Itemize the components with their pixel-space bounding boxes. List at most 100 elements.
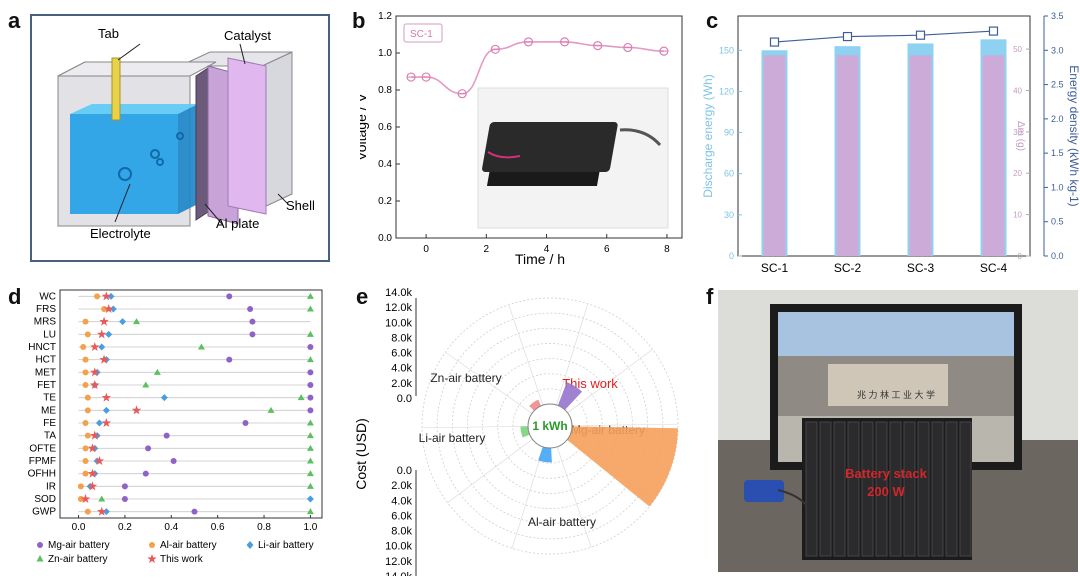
e-tick-bottom: 4.0k	[391, 495, 412, 507]
d-point-this-work	[80, 494, 91, 504]
d-point-zn	[98, 495, 106, 502]
d-point-zn	[306, 419, 314, 426]
d-point-li	[105, 330, 113, 338]
d-point-al	[77, 483, 84, 490]
c-ylabel-middle: Δm (g)	[1015, 121, 1026, 151]
e-center-label: 1 kWh	[532, 419, 567, 433]
catalyst-label: Catalyst	[224, 28, 271, 43]
d-point-al	[82, 382, 89, 388]
e-slice	[520, 426, 530, 438]
b-ytick-label: 1.2	[378, 11, 392, 22]
e-grid-spoke	[422, 425, 529, 429]
d-xtick-label: 0.2	[118, 522, 132, 533]
d-point-li	[160, 394, 168, 402]
d-point-this-work	[96, 506, 107, 516]
d-point-al	[82, 356, 89, 363]
e-slice-label: Zn-air battery	[430, 371, 501, 385]
d-point-mg	[247, 306, 254, 312]
c-bar-dm	[909, 55, 932, 256]
e-tick-top: 10.0k	[385, 317, 412, 329]
d-category-label: GWP	[32, 507, 56, 518]
d-point-al	[82, 470, 89, 477]
d-category-label: SOD	[34, 494, 56, 505]
e-grid-spoke	[508, 304, 544, 406]
d-category-label: HNCT	[28, 342, 56, 353]
d-point-li	[95, 419, 103, 427]
b-ytick-label: 0.2	[378, 196, 392, 207]
d-point-al	[84, 407, 91, 414]
c-ytick-right-label: 0.5	[1051, 217, 1064, 227]
c-ytick-right-label: 3.5	[1051, 11, 1064, 21]
c-ylabel-right: Energy density (kWh kg-1)	[1067, 65, 1080, 206]
c-xtick-label: SC-4	[980, 261, 1008, 275]
b-xlabel: Time / h	[515, 251, 565, 267]
c-ytick-left-label: 60	[724, 169, 734, 179]
c-ytick-right-label: 2.5	[1051, 80, 1064, 90]
e-tick-top: 8.0k	[391, 332, 412, 344]
tab-label: Tab	[98, 26, 119, 41]
d-legend-label: This work	[160, 554, 204, 565]
c-ytick-left-label: 30	[724, 210, 734, 220]
d-point-mg	[226, 293, 233, 300]
d-point-li	[119, 318, 127, 326]
panel-label-d: d	[8, 284, 22, 309]
d-point-zn	[267, 406, 275, 413]
d-category-label: OFTE	[29, 443, 56, 454]
d-point-this-work	[103, 304, 114, 314]
e-tick-bottom: 0.0	[397, 465, 412, 477]
b-ytick-label: 1.0	[378, 48, 392, 59]
d-point-this-work	[87, 481, 98, 491]
e-grid-ring	[451, 327, 649, 525]
d-point-this-work	[90, 367, 100, 377]
d-point-mg	[121, 496, 128, 502]
d-point-zn	[306, 356, 314, 363]
d-point-al	[82, 318, 89, 325]
b-xtick-label: 4	[544, 244, 550, 255]
e-tick-top: 4.0k	[391, 363, 412, 375]
panel-f-photo: 兆 力 林 工 业 大 学 Battery stack 200 W	[718, 290, 1078, 572]
d-point-zn	[133, 318, 141, 325]
d-legend-label: Al-air battery	[160, 540, 217, 551]
d-point-mg	[226, 356, 233, 363]
stack-cell	[917, 421, 930, 557]
e-ylabel: Cost (USD)	[353, 418, 369, 490]
d-point-this-work	[94, 456, 105, 466]
c-xtick-label: SC-3	[907, 261, 935, 275]
e-slice-label: Li-air battery	[419, 431, 486, 445]
stack-cell	[847, 421, 860, 557]
d-point-li	[102, 508, 110, 516]
d-xtick-label: 0.4	[164, 522, 178, 533]
e-grid-ring	[421, 297, 679, 555]
d-xtick-label: 0.0	[72, 522, 86, 533]
legend-sc1: SC-1	[410, 29, 433, 40]
d-point-this-work	[101, 291, 112, 301]
d-point-al	[84, 508, 91, 515]
b-ytick-label: 0.4	[378, 159, 392, 170]
stack-cell	[875, 421, 888, 557]
d-point-this-work	[90, 342, 100, 352]
e-grid-spoke	[567, 349, 653, 414]
e-grid-spoke	[511, 446, 544, 549]
panel-label-f: f	[706, 284, 714, 309]
c-ytick-middle-label: 40	[1013, 86, 1022, 95]
c-ylabel-left: Discharge energy (Wh)	[701, 74, 715, 197]
e-slice	[557, 382, 583, 410]
e-tick-top: 6.0k	[391, 348, 412, 360]
c-ytick-left-label: 0	[729, 251, 734, 261]
b-ytick-label: 0.6	[378, 122, 392, 133]
electrolyte-label: Electrolyte	[90, 226, 151, 241]
panel-label-e: e	[356, 284, 369, 309]
c-ytick-middle-label: 10	[1013, 211, 1022, 220]
stack-cell	[861, 421, 874, 557]
c-xtick-label: SC-1	[761, 261, 789, 275]
d-point-zn	[306, 330, 314, 337]
d-legend-marker	[149, 542, 155, 548]
c-bar-dm	[836, 55, 859, 256]
e-grid-ring	[467, 343, 633, 509]
e-grid-spoke	[571, 423, 678, 427]
e-grid-spoke	[556, 446, 592, 548]
d-point-this-work	[87, 443, 98, 453]
d-point-zn	[306, 444, 314, 451]
e-tick-top: 2.0k	[391, 378, 412, 390]
panel-e-chart: 14.0k 12.0k 10.0k 8.0k 6.0k 4.0k 2.0k 0.0 0.0 2.0…	[350, 286, 710, 581]
